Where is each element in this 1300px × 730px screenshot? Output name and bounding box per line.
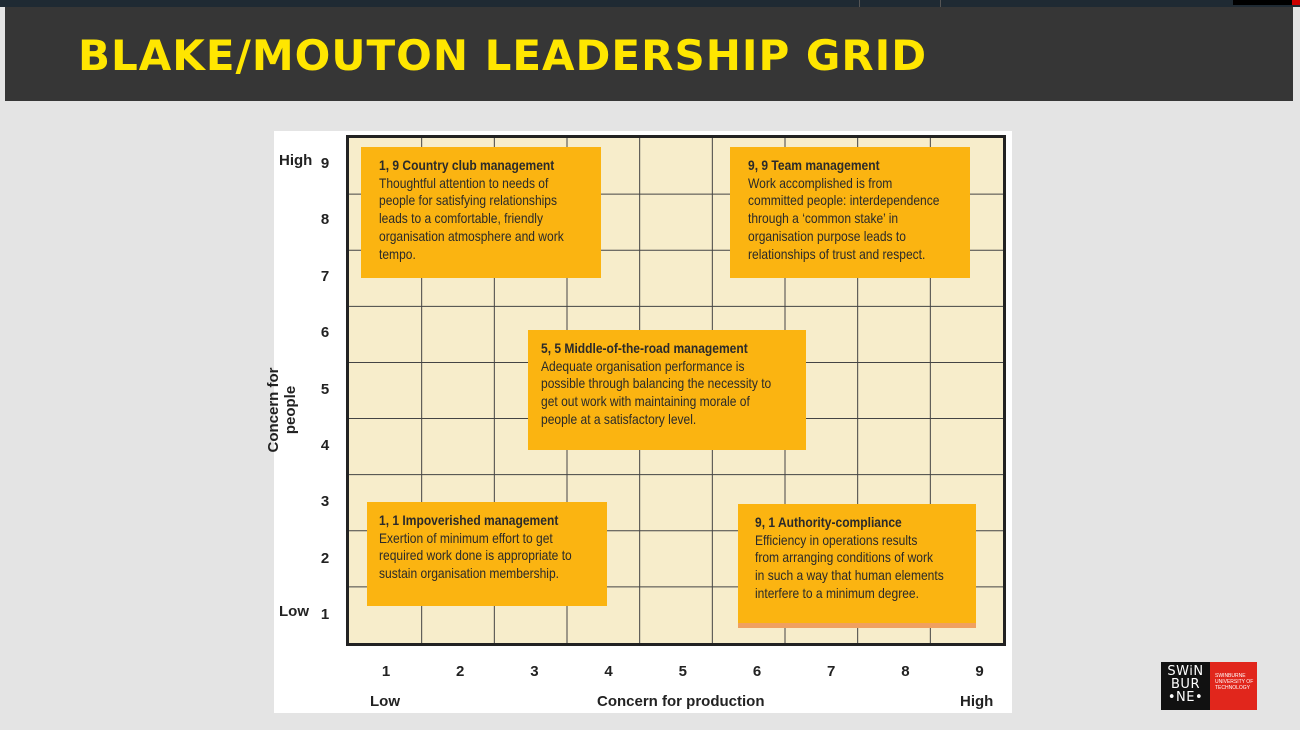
logo-mark: SWiN BUR •NE•: [1161, 662, 1210, 710]
y-tick-label: 1: [320, 606, 330, 624]
logo-line: SWINBURNE: [1215, 673, 1246, 679]
card-line: Thoughtful attention to needs of: [379, 174, 549, 191]
y-axis-title: Concern for people: [265, 367, 299, 453]
card-line: Efficiency in operations results: [755, 531, 918, 548]
x-tick-label: 7: [827, 663, 836, 680]
card-line: in such a way that human elements: [755, 567, 944, 584]
logo-wordmark: SWINBURNE UNIVERSITY OF TECHNOLOGY: [1210, 662, 1257, 710]
card-title: 9, 9 Team management: [748, 157, 880, 173]
x-tick-label: 6: [752, 663, 762, 680]
y-tick-label: 8: [320, 211, 330, 229]
slide-header: BLAKE/MOUTON LEADERSHIP GRID: [5, 7, 1293, 101]
card-line: organisation purpose leads to: [748, 227, 906, 244]
card-line: leads to a comfortable, friendly: [379, 210, 543, 227]
x-axis-low-label: Low: [370, 693, 400, 710]
card-authority-compliance: 9, 1 Authority-compliance Efficiency in …: [738, 504, 976, 628]
card-impoverished: 1, 1 Impoverished management Exertion of…: [367, 502, 607, 606]
card-line: relationships of trust and respect.: [748, 245, 926, 262]
leadership-grid-figure: High Low Concern for people 1 2 3 4 5 6 7 8 9 1 2…: [265, 131, 1012, 713]
y-tick-label: 3: [320, 493, 330, 511]
x-tick-label: 3: [530, 663, 539, 680]
card-line: from arranging conditions of work: [755, 549, 934, 566]
card-line: people for satisfying relationships: [379, 192, 558, 209]
card-title: 5, 5 Middle-of-the-road management: [541, 340, 748, 356]
y-tick-label: 2: [320, 549, 330, 567]
x-tick-label: 8: [901, 663, 910, 680]
grid-area: 1, 9 Country club management Thoughtful …: [346, 135, 1006, 646]
y-axis-high-label: High: [279, 152, 313, 169]
card-line: required work done is appropriate to: [379, 547, 572, 564]
card-country-club: 1, 9 Country club management Thoughtful …: [361, 147, 601, 278]
card-line: possible through balancing the necessity…: [541, 375, 772, 392]
x-axis-high-label: High: [960, 693, 994, 710]
card-title: 9, 1 Authority-compliance: [755, 514, 902, 530]
x-tick-label: 4: [604, 663, 613, 680]
card-title: 1, 9 Country club management: [379, 157, 555, 173]
logo-line: TECHNOLOGY: [1215, 685, 1251, 691]
card-line: people at a satisfactory level.: [541, 410, 697, 427]
y-tick-label: 6: [320, 324, 330, 342]
logo-line: •NE•: [1167, 690, 1204, 705]
card-line: tempo.: [379, 245, 416, 262]
card-line: Work accomplished is from: [748, 174, 893, 191]
strip-divider: [859, 0, 860, 7]
corner-tab: [1233, 0, 1300, 5]
swinburne-logo: SWiN BUR •NE• SWINBURNE UNIVERSITY OF TE…: [1161, 662, 1257, 710]
card-line: Exertion of minimum effort to get: [379, 529, 553, 546]
card-line: through a ‘common stake’ in: [748, 210, 899, 227]
corner-accent: [1292, 0, 1300, 5]
y-tick-label: 4: [320, 437, 330, 454]
card-line: interfere to a minimum degree.: [755, 584, 919, 601]
card-line: organisation atmosphere and work: [379, 227, 564, 244]
x-tick-label: 2: [456, 663, 465, 680]
card-line: Adequate organisation performance is: [541, 357, 745, 374]
x-axis-title: Concern for production: [597, 693, 765, 710]
logo-line: BUR: [1171, 677, 1200, 692]
card-team-management: 9, 9 Team management Work accomplished i…: [730, 147, 970, 278]
card-line: sustain organisation membership.: [379, 565, 560, 582]
x-tick-label: 1: [381, 663, 391, 680]
card-line: get out work with maintaining morale of: [541, 393, 750, 410]
card-line: committed people: interdependence: [748, 192, 940, 209]
y-tick-label: 5: [320, 380, 330, 398]
card-title: 1, 1 Impoverished management: [379, 512, 559, 528]
slide-title: BLAKE/MOUTON LEADERSHIP GRID: [78, 31, 928, 80]
card-middle-of-the-road: 5, 5 Middle-of-the-road management Adequ…: [528, 330, 806, 450]
x-tick-label: 5: [678, 663, 687, 680]
logo-line: UNIVERSITY OF: [1215, 679, 1254, 685]
strip-divider: [940, 0, 941, 7]
y-tick-label: 7: [320, 267, 330, 285]
y-tick-label: 9: [320, 155, 330, 172]
y-axis-low-label: Low: [279, 603, 309, 620]
x-tick-label: 9: [975, 663, 984, 680]
top-strip: [0, 0, 1300, 7]
logo-line: SWiN: [1167, 664, 1204, 679]
